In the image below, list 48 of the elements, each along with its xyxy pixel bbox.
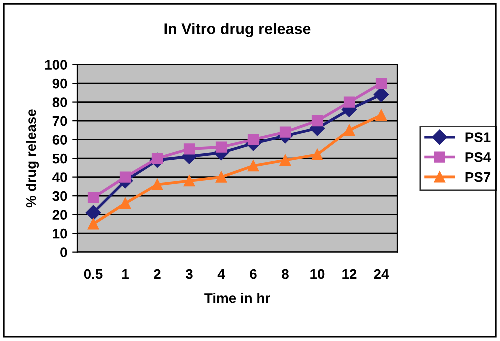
- point: [216, 172, 228, 183]
- point: [88, 218, 100, 230]
- x-axis-title: Time in hr: [204, 293, 270, 304]
- y-tick-label: 100: [45, 60, 68, 70]
- point: [120, 172, 132, 183]
- y-tick-label: 90: [52, 78, 68, 89]
- point: [216, 142, 228, 153]
- point: [344, 124, 356, 136]
- point: [344, 96, 356, 108]
- y-tick-label: 50: [52, 154, 68, 164]
- y-tick-label: 30: [52, 191, 68, 202]
- point: [184, 144, 196, 155]
- point: [152, 179, 164, 190]
- x-tick-label: 3: [186, 269, 193, 280]
- point: [248, 160, 260, 172]
- point: [88, 192, 100, 204]
- x-tick-label: 4: [218, 270, 226, 280]
- x-tick-label: 24: [374, 269, 390, 280]
- legend-label: PS4: [466, 152, 492, 162]
- y-tick-label: 80: [52, 98, 68, 108]
- x-tick-label: 10: [310, 269, 325, 280]
- x-tick-label: 2: [154, 269, 161, 280]
- point: [280, 154, 292, 166]
- point: [120, 198, 132, 210]
- point: [312, 149, 324, 160]
- x-tick-label: 0.5: [84, 269, 103, 280]
- y-tick-label: 0: [60, 248, 68, 258]
- y-tick-label: 40: [52, 172, 68, 182]
- point: [280, 126, 292, 138]
- point: [248, 134, 260, 146]
- y-axis-title: % drug release: [26, 110, 40, 208]
- point: [376, 110, 388, 121]
- point: [184, 176, 196, 187]
- x-tick-label: 6: [250, 269, 257, 280]
- x-tick-label: 8: [282, 269, 289, 280]
- point: [86, 205, 102, 221]
- x-tick-label: 12: [342, 269, 357, 280]
- legend-label: PS7: [466, 172, 491, 182]
- point: [312, 116, 324, 127]
- y-tick-label: 10: [53, 228, 68, 239]
- chart-title: In Vitro drug release: [164, 23, 311, 38]
- point: [374, 87, 390, 102]
- y-tick-label: 60: [52, 135, 68, 145]
- legend-label: PS1: [466, 132, 491, 142]
- point: [376, 78, 388, 90]
- y-tick-label: 20: [52, 210, 68, 220]
- x-tick-label: 1: [122, 270, 129, 280]
- y-tick-label: 70: [52, 116, 68, 126]
